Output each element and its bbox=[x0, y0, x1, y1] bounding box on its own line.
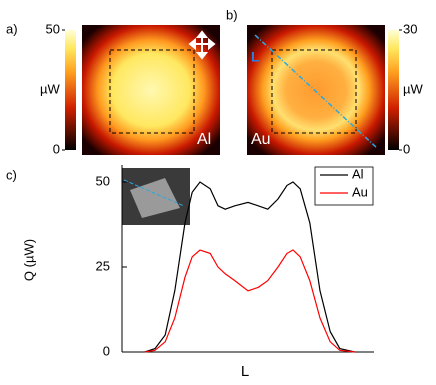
panel-label: b) bbox=[226, 7, 238, 22]
colorbar bbox=[65, 30, 76, 150]
colorbar-unit: µW bbox=[403, 81, 423, 96]
heatmap-label: Al bbox=[197, 131, 211, 148]
dashed-square bbox=[109, 49, 195, 134]
colorbar bbox=[388, 30, 399, 150]
polarization-icon bbox=[188, 30, 216, 60]
legend-label: Al bbox=[352, 166, 364, 181]
colorbar-tick-label: 30 bbox=[403, 21, 417, 36]
colorbar-tick-label: 50 bbox=[46, 21, 60, 36]
heatmap-label: Au bbox=[251, 131, 271, 148]
y-tick-label: 25 bbox=[96, 258, 110, 273]
line-label: L bbox=[251, 49, 260, 65]
inset-line bbox=[123, 179, 185, 207]
colorbar-tick-label: 0 bbox=[53, 141, 60, 156]
y-tick-label: 50 bbox=[96, 173, 110, 188]
data-line bbox=[144, 249, 355, 353]
panel-label: a) bbox=[6, 21, 18, 36]
panel-label: c) bbox=[6, 167, 17, 182]
legend bbox=[314, 166, 374, 206]
x-axis-label: L bbox=[241, 363, 249, 380]
y-axis-label: Q (µW) bbox=[21, 239, 36, 281]
data-line bbox=[144, 181, 355, 353]
colorbar-tick-label: 0 bbox=[403, 141, 410, 156]
colorbar-unit: µW bbox=[40, 81, 60, 96]
y-tick-label: 0 bbox=[103, 343, 110, 358]
dashed-square bbox=[271, 49, 357, 134]
scan-line bbox=[254, 34, 378, 149]
legend-label: Au bbox=[352, 184, 368, 199]
